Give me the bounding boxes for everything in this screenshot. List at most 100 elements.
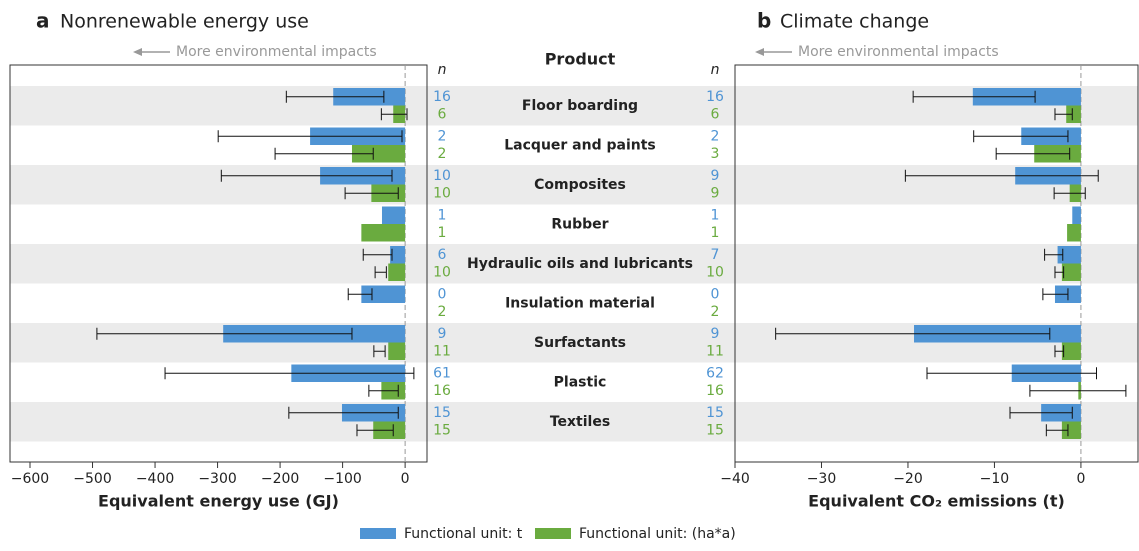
legend-swatch xyxy=(360,528,396,539)
n-label: 15 xyxy=(706,405,724,421)
bar xyxy=(390,246,406,264)
x-tick-label: −30 xyxy=(807,471,837,487)
bar xyxy=(1066,105,1081,123)
error-bar xyxy=(374,266,387,279)
category-label: Plastic xyxy=(554,374,607,390)
row-band xyxy=(10,86,1138,126)
category-label: Composites xyxy=(534,177,626,193)
n-label: 7 xyxy=(711,247,720,263)
x-axis-label: Equivalent CO₂ emissions (t) xyxy=(808,492,1065,511)
arrow-label: More environmental impacts xyxy=(798,44,999,60)
error-bar xyxy=(1045,424,1069,437)
category-label: Insulation material xyxy=(505,295,655,311)
legend-label: Functional unit: t xyxy=(404,526,523,542)
n-label: 1 xyxy=(711,225,720,241)
panel-title: Climate change xyxy=(780,11,929,33)
panel-letter: a xyxy=(36,9,50,33)
x-axis-label: Equivalent energy use (GJ) xyxy=(98,492,339,511)
n-label: 15 xyxy=(433,422,451,438)
error-bar xyxy=(373,345,386,358)
error-bar xyxy=(973,130,1069,143)
x-tick-label: 0 xyxy=(1076,471,1085,487)
error-bar xyxy=(220,169,393,182)
n-header: n xyxy=(711,62,720,78)
n-label: 0 xyxy=(438,286,447,302)
bar xyxy=(388,342,406,360)
n-label: 6 xyxy=(438,247,447,263)
category-label: Floor boarding xyxy=(522,98,638,114)
panel-letter: b xyxy=(757,9,771,33)
n-label: 15 xyxy=(706,422,724,438)
category-label: Rubber xyxy=(551,216,608,232)
panel-title: Nonrenewable energy use xyxy=(60,11,309,33)
n-label: 16 xyxy=(433,89,451,105)
x-tick-label: −100 xyxy=(323,471,361,487)
n-label: 6 xyxy=(438,106,447,122)
n-label: 2 xyxy=(438,304,447,320)
error-bar xyxy=(926,367,1097,380)
error-bar xyxy=(347,288,373,301)
legend-swatch xyxy=(535,528,571,539)
row-band xyxy=(10,244,1138,284)
error-bar xyxy=(1042,288,1069,301)
n-label: 61 xyxy=(433,365,451,381)
x-tick-label: 0 xyxy=(401,471,410,487)
error-bar xyxy=(775,327,1051,340)
x-tick-label: −400 xyxy=(136,471,174,487)
x-tick-label: −200 xyxy=(261,471,299,487)
category-header: Product xyxy=(545,50,616,69)
x-tick-label: −300 xyxy=(198,471,236,487)
n-label: 1 xyxy=(438,207,447,223)
n-label: 10 xyxy=(433,185,451,201)
n-label: 9 xyxy=(711,185,720,201)
bar xyxy=(361,224,406,242)
error-bar xyxy=(362,248,393,261)
bar xyxy=(381,206,406,224)
n-label: 9 xyxy=(438,326,447,342)
n-label: 9 xyxy=(711,326,720,342)
category-label: Lacquer and paints xyxy=(504,137,656,153)
error-bar xyxy=(368,384,399,397)
error-bar xyxy=(1054,345,1065,358)
n-label: 2 xyxy=(711,128,720,144)
row-band xyxy=(10,402,1138,442)
error-bar xyxy=(904,169,1099,182)
legend-label: Functional unit: (ha*a) xyxy=(579,526,736,542)
n-label: 1 xyxy=(438,225,447,241)
error-bar xyxy=(285,90,385,103)
n-label: 3 xyxy=(711,146,720,162)
arrow-head xyxy=(133,48,142,56)
x-tick-label: −40 xyxy=(720,471,750,487)
n-label: 1 xyxy=(711,207,720,223)
n-label: 16 xyxy=(706,383,724,399)
arrow-label: More environmental impacts xyxy=(176,44,377,60)
error-bar xyxy=(1009,406,1073,419)
error-bar xyxy=(217,130,403,143)
n-label: 0 xyxy=(711,286,720,302)
n-label: 2 xyxy=(711,304,720,320)
error-bar xyxy=(995,147,1071,160)
error-bar xyxy=(96,327,353,340)
category-label: Surfactants xyxy=(534,335,626,351)
n-label: 6 xyxy=(711,106,720,122)
error-bar xyxy=(912,90,1036,103)
n-label: 2 xyxy=(438,146,447,162)
n-label: 2 xyxy=(438,128,447,144)
n-label: 10 xyxy=(433,168,451,184)
error-bar xyxy=(344,187,399,200)
error-bar xyxy=(1053,187,1086,200)
error-bar xyxy=(1054,266,1065,279)
error-bar xyxy=(1029,384,1127,397)
n-label: 11 xyxy=(433,343,451,359)
plot-frame xyxy=(734,64,1139,463)
error-bar xyxy=(274,147,374,160)
plot-frame xyxy=(9,64,428,463)
error-bar xyxy=(356,424,394,437)
bar xyxy=(388,263,406,281)
category-label: Textiles xyxy=(550,414,610,430)
n-label: 11 xyxy=(706,343,724,359)
n-label: 10 xyxy=(433,264,451,280)
error-bar xyxy=(164,367,415,380)
x-tick-label: −20 xyxy=(893,471,923,487)
